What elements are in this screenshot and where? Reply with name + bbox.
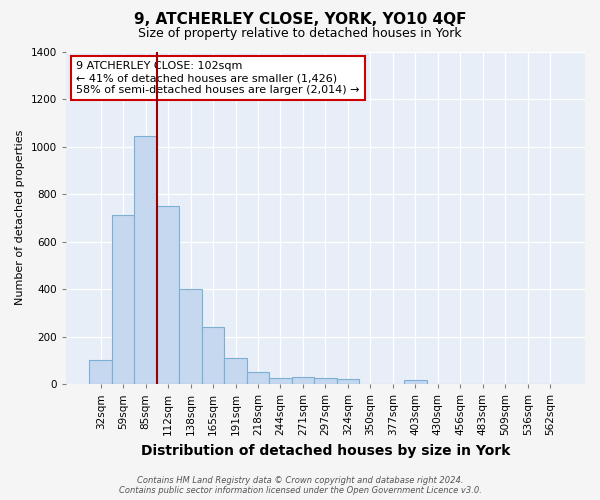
Bar — [179, 289, 202, 384]
Bar — [89, 360, 112, 384]
Bar — [404, 380, 427, 384]
Text: Size of property relative to detached houses in York: Size of property relative to detached ho… — [138, 28, 462, 40]
Text: 9 ATCHERLEY CLOSE: 102sqm
← 41% of detached houses are smaller (1,426)
58% of se: 9 ATCHERLEY CLOSE: 102sqm ← 41% of detac… — [76, 62, 360, 94]
Bar — [202, 327, 224, 384]
X-axis label: Distribution of detached houses by size in York: Distribution of detached houses by size … — [141, 444, 510, 458]
Y-axis label: Number of detached properties: Number of detached properties — [15, 130, 25, 306]
Text: Contains HM Land Registry data © Crown copyright and database right 2024.
Contai: Contains HM Land Registry data © Crown c… — [119, 476, 481, 495]
Bar — [247, 372, 269, 384]
Bar — [112, 216, 134, 384]
Bar — [314, 378, 337, 384]
Bar — [292, 377, 314, 384]
Bar — [337, 380, 359, 384]
Bar — [157, 206, 179, 384]
Bar — [269, 378, 292, 384]
Text: 9, ATCHERLEY CLOSE, YORK, YO10 4QF: 9, ATCHERLEY CLOSE, YORK, YO10 4QF — [134, 12, 466, 28]
Bar — [224, 358, 247, 384]
Bar — [134, 136, 157, 384]
